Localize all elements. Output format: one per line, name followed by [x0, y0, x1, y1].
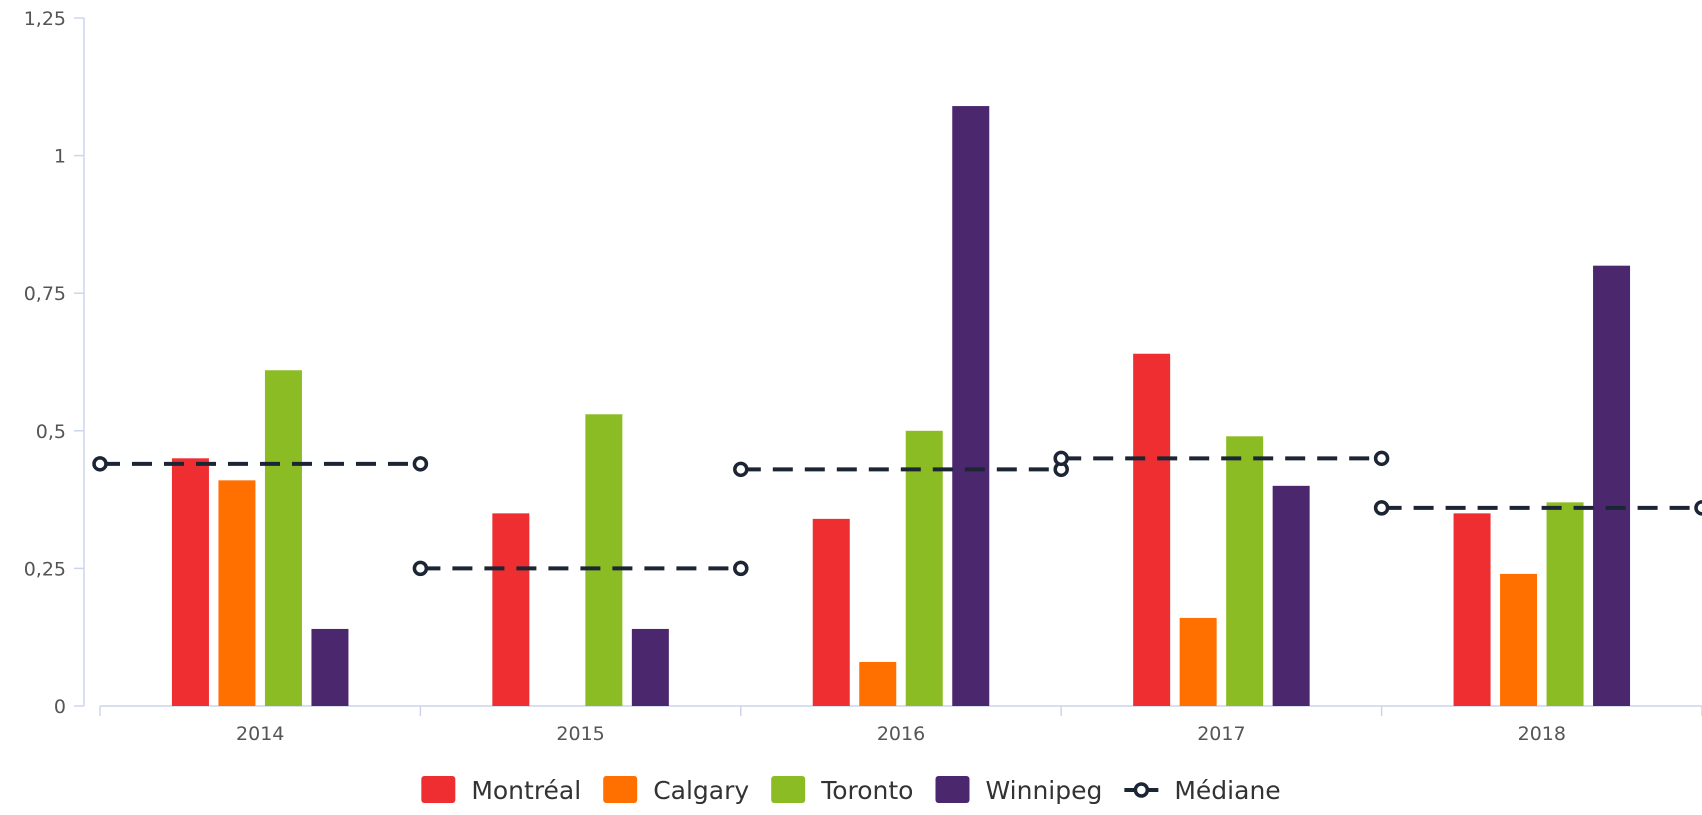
x-tick-label: 2018 — [1518, 723, 1566, 745]
legend-label: Toronto — [820, 776, 913, 805]
median-point[interactable] — [412, 456, 429, 472]
legend-label: Médiane — [1174, 776, 1280, 805]
bar[interactable] — [859, 661, 897, 706]
x-tick-label: 2014 — [236, 723, 284, 745]
bar[interactable] — [1272, 485, 1310, 706]
legend-swatch — [603, 776, 638, 803]
median-point[interactable] — [412, 560, 429, 577]
legend-swatch — [421, 776, 456, 803]
y-tick-label: 1 — [54, 146, 66, 168]
bar[interactable] — [218, 480, 256, 706]
median-point[interactable] — [1053, 450, 1069, 467]
bar[interactable] — [1133, 353, 1171, 706]
bar[interactable] — [1500, 573, 1538, 706]
bars — [171, 106, 1631, 706]
legend-item-médiane[interactable]: Médiane — [1124, 776, 1281, 805]
y-tick-label: 0,75 — [24, 283, 66, 305]
bar[interactable] — [631, 628, 669, 706]
bar[interactable] — [1546, 502, 1584, 706]
bar[interactable] — [905, 430, 943, 706]
legend-swatch — [935, 776, 970, 803]
legend-label: Montréal — [471, 776, 581, 805]
bar[interactable] — [1593, 265, 1631, 706]
y-axis: 0 0,25 0,5 0,75 1 1,25 — [24, 8, 85, 718]
y-tick-label: 0,25 — [24, 558, 66, 580]
median-point[interactable] — [733, 461, 749, 478]
median-point[interactable] — [1694, 500, 1702, 516]
legend-item-winnipeg[interactable]: Winnipeg — [935, 776, 1102, 805]
bar[interactable] — [585, 414, 623, 706]
bar[interactable] — [264, 370, 302, 706]
legend-label: Winnipeg — [985, 776, 1102, 805]
bar[interactable] — [1226, 436, 1264, 706]
bar[interactable] — [812, 518, 850, 706]
bar[interactable] — [1453, 513, 1491, 706]
legend-item-toronto[interactable]: Toronto — [771, 776, 913, 805]
bar[interactable] — [171, 458, 209, 706]
bar[interactable] — [311, 628, 349, 706]
x-tick-label: 2016 — [877, 723, 925, 745]
x-tick-label: 2015 — [556, 723, 604, 745]
median-point[interactable] — [1373, 500, 1390, 516]
bar[interactable] — [492, 513, 530, 706]
legend-item-montréal[interactable]: Montréal — [421, 776, 581, 805]
x-tick-label: 2017 — [1197, 723, 1245, 745]
legend-marker — [1133, 782, 1150, 798]
median-series — [92, 450, 1702, 577]
median-point[interactable] — [733, 560, 749, 577]
y-tick-label: 1,25 — [24, 8, 66, 30]
y-tick-label: 0 — [54, 696, 66, 718]
x-axis: 2014 2015 2016 2017 2018 — [99, 705, 1702, 745]
legend-label: Calgary — [653, 776, 749, 805]
y-tick-label: 0,5 — [36, 421, 66, 443]
bar[interactable] — [952, 106, 990, 706]
median-point[interactable] — [1373, 450, 1390, 467]
median-point[interactable] — [92, 456, 108, 472]
legend[interactable]: Montréal Calgary Toronto Winnipeg Médiane — [421, 776, 1281, 805]
legend-swatch — [771, 776, 806, 803]
bar[interactable] — [1179, 617, 1217, 706]
legend-item-calgary[interactable]: Calgary — [603, 776, 749, 805]
